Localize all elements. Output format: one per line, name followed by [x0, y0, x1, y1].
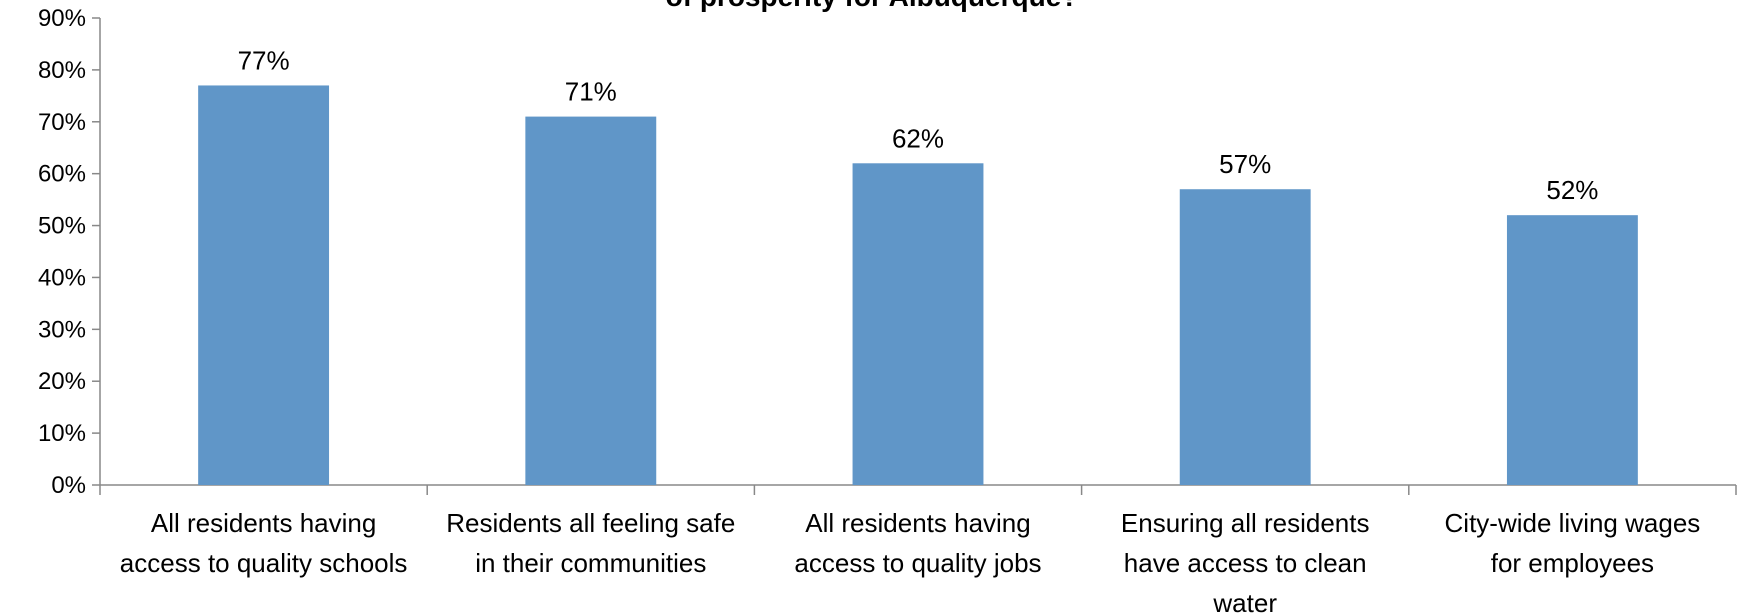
chart-title: of prosperity for Albuquerque? [666, 0, 1079, 12]
category-label: Residents all feeling safe [446, 508, 735, 538]
y-tick-label: 50% [38, 213, 86, 240]
category-label: City-wide living wages [1445, 508, 1701, 538]
y-axis: 0% 10% 20% 30% 40% 50% 60% 70% 80% 90% [38, 5, 101, 499]
y-tick-label: 60% [38, 161, 86, 188]
category-label: All residents having [151, 508, 376, 538]
y-tick-label: 80% [38, 57, 86, 84]
category-label: water [1212, 588, 1277, 614]
data-label: 52% [1546, 175, 1598, 205]
category-label: for employees [1491, 548, 1654, 578]
y-tick-label: 10% [38, 420, 86, 447]
category-label: access to quality jobs [794, 548, 1041, 578]
data-labels: 77% 71% 62% 57% 52% [238, 45, 1599, 205]
bars [198, 85, 1638, 486]
bar [1506, 215, 1638, 485]
y-tick-label: 40% [38, 264, 86, 291]
x-axis [99, 484, 1737, 495]
bar [198, 85, 330, 485]
bar [852, 163, 984, 486]
data-label: 57% [1219, 149, 1271, 179]
bar [1179, 189, 1311, 485]
category-label: Ensuring all residents [1121, 508, 1370, 538]
y-tick-label: 0% [51, 472, 86, 499]
data-label: 62% [892, 123, 944, 153]
data-label: 77% [238, 45, 290, 75]
y-tick-label: 30% [38, 316, 86, 343]
data-label: 71% [565, 77, 617, 107]
category-label: have access to clean [1124, 548, 1367, 578]
category-labels: All residents having access to quality sc… [120, 508, 1700, 614]
category-label: access to quality schools [120, 548, 408, 578]
y-tick-label: 20% [38, 368, 86, 395]
category-label: in their communities [475, 548, 706, 578]
bar [525, 116, 657, 485]
y-tick-label: 70% [38, 109, 86, 136]
y-tick-label: 90% [38, 5, 86, 32]
category-label: All residents having [805, 508, 1030, 538]
